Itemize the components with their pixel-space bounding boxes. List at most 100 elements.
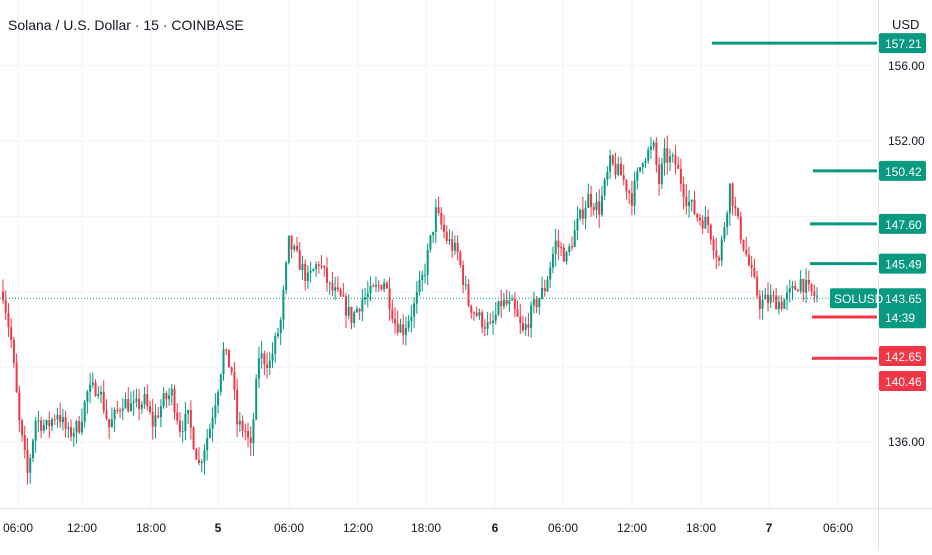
x-tick-label: 18:00 xyxy=(136,521,166,535)
price-tag: 157.21 xyxy=(885,37,922,51)
candle-body xyxy=(453,242,456,251)
candle-body xyxy=(369,285,372,294)
candle-body xyxy=(138,398,141,409)
candle-body xyxy=(511,299,514,301)
candle-body xyxy=(64,417,67,429)
candle-body xyxy=(94,382,97,396)
candle-body xyxy=(18,392,21,421)
candle-body xyxy=(728,183,731,214)
candle-body xyxy=(530,305,533,328)
chart-title: Solana / U.S. Dollar · 15 · COINBASE xyxy=(8,17,244,33)
candle-body xyxy=(287,235,290,263)
candle-body xyxy=(737,208,740,217)
candle-body xyxy=(45,420,48,426)
candle-body xyxy=(538,298,541,308)
candle-body xyxy=(124,399,127,409)
candle-body xyxy=(154,415,157,427)
candle-body xyxy=(644,160,647,164)
candle-body xyxy=(698,217,701,221)
candle-body xyxy=(317,264,320,266)
candle-body xyxy=(679,168,682,185)
candle-body xyxy=(413,303,416,317)
candle-body xyxy=(293,246,296,250)
candle-body xyxy=(170,388,173,396)
candle-body xyxy=(524,324,527,330)
candle-body xyxy=(647,149,650,161)
candle-body xyxy=(584,207,587,219)
candle-body xyxy=(211,417,214,429)
candle-body xyxy=(519,316,522,323)
candle-body xyxy=(614,163,617,175)
candle-body xyxy=(663,148,666,164)
candle-body xyxy=(377,284,380,286)
candle-body xyxy=(432,231,435,236)
candle-body xyxy=(475,312,478,316)
candle-body xyxy=(198,459,201,463)
candle-body xyxy=(619,163,622,176)
candle-body xyxy=(391,309,394,320)
candle-body xyxy=(462,265,465,285)
x-tick-label: 12:00 xyxy=(343,521,373,535)
candle-body xyxy=(753,267,756,277)
candle-body xyxy=(222,349,225,375)
candle-body xyxy=(543,287,546,292)
candle-body xyxy=(448,239,451,241)
candle-body xyxy=(372,285,375,287)
candle-body xyxy=(176,412,179,421)
candle-body xyxy=(742,239,745,250)
candle-body xyxy=(306,272,309,281)
candle-body xyxy=(641,163,644,168)
candle-body xyxy=(396,323,399,333)
candle-body xyxy=(249,437,252,444)
candle-body xyxy=(252,419,255,444)
candle-body xyxy=(407,321,410,328)
candle-body xyxy=(304,263,307,281)
candle-body xyxy=(263,353,266,365)
candle-body xyxy=(467,284,470,306)
candle-body xyxy=(592,206,595,211)
candle-body xyxy=(334,287,337,291)
candle-body xyxy=(688,201,691,206)
candle-body xyxy=(168,395,171,400)
candle-body xyxy=(257,358,260,379)
candle-body xyxy=(140,404,143,409)
candle-body xyxy=(747,254,750,266)
price-tag: 140.46 xyxy=(885,375,922,389)
candle-body xyxy=(712,239,715,251)
candle-body xyxy=(731,183,734,206)
candle-body xyxy=(325,267,328,283)
x-tick-label: 06:00 xyxy=(274,521,304,535)
candle-body xyxy=(492,320,495,324)
candle-body xyxy=(516,309,519,317)
x-tick-label: 06:00 xyxy=(3,521,33,535)
candle-body xyxy=(434,207,437,232)
candle-body xyxy=(715,250,718,258)
candle-body xyxy=(320,265,323,267)
candle-body xyxy=(42,425,45,431)
candle-body xyxy=(290,235,293,250)
candle-body xyxy=(72,432,75,437)
y-tick-label: 152.00 xyxy=(888,134,925,148)
candle-body xyxy=(347,307,350,316)
candle-body xyxy=(777,301,780,310)
candle-body xyxy=(227,349,230,368)
candle-body xyxy=(309,270,312,273)
candle-body xyxy=(788,288,791,293)
candle-body xyxy=(758,295,761,309)
candle-body xyxy=(513,299,516,310)
candle-body xyxy=(51,419,54,426)
candle-body xyxy=(415,291,418,304)
candle-body xyxy=(508,300,511,305)
candle-body xyxy=(129,403,132,412)
candle-body xyxy=(633,180,636,206)
candle-body xyxy=(217,392,220,406)
candle-body xyxy=(75,421,78,433)
candle-body xyxy=(59,414,62,423)
candle-body xyxy=(21,420,24,436)
candle-body xyxy=(772,295,775,297)
candle-body xyxy=(230,367,233,373)
candle-body xyxy=(426,249,429,275)
candle-body xyxy=(80,421,83,433)
